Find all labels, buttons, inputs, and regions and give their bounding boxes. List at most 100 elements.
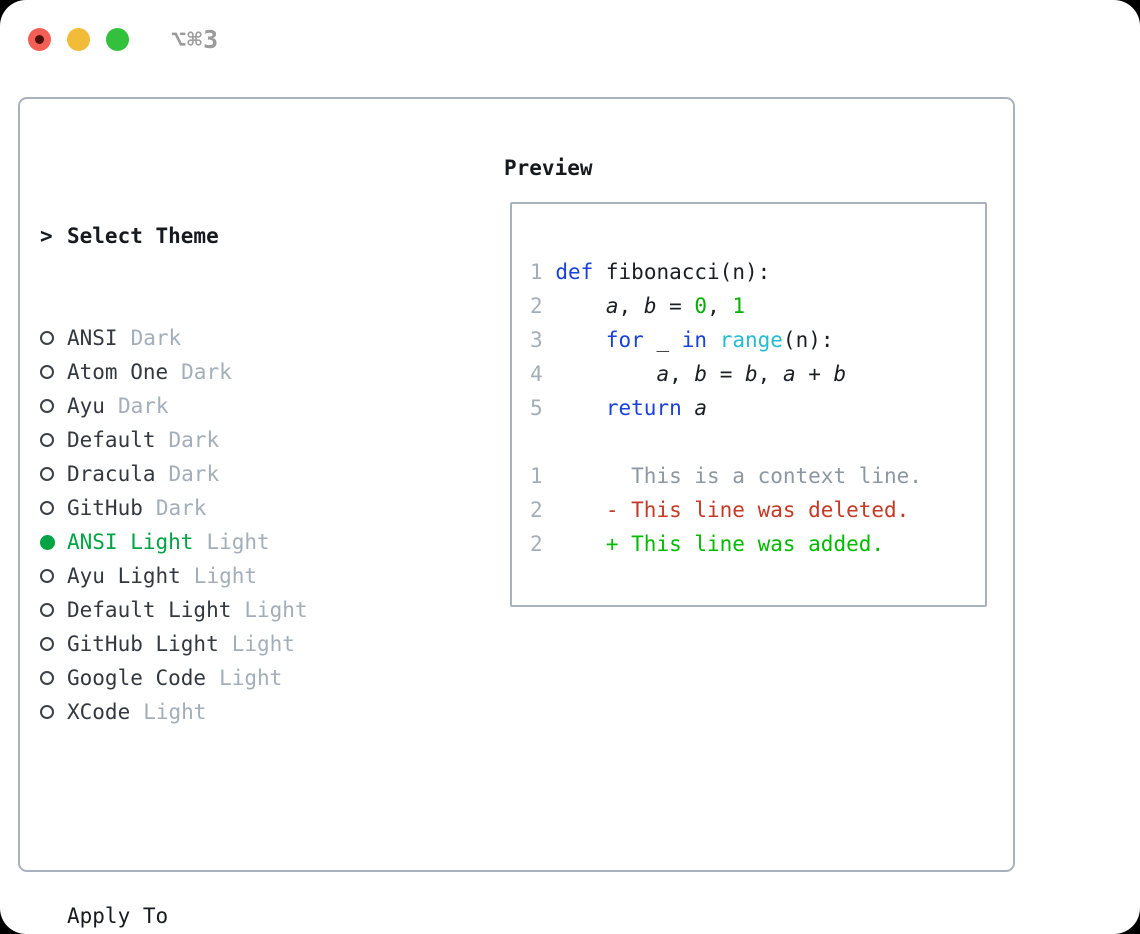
- code-token-plain: [543, 396, 606, 420]
- theme-option-label: ANSI Light: [67, 530, 194, 554]
- theme-option-github-light[interactable]: GitHub Light Light: [40, 627, 394, 661]
- theme-variant-tag: Dark: [181, 360, 232, 384]
- code-token-id: a: [656, 362, 670, 386]
- code-token-plain: [543, 362, 657, 386]
- line-number: 5: [530, 396, 543, 420]
- line-number: 2: [530, 532, 543, 556]
- apply-to-header: Apply To: [67, 904, 169, 928]
- code-line: 5 return a: [530, 391, 922, 425]
- close-button[interactable]: [28, 28, 51, 51]
- line-number: 3: [530, 328, 543, 352]
- code-token-plain: =: [707, 362, 745, 386]
- radio-unselected-icon: [40, 365, 54, 379]
- theme-option-label: Ayu Light: [67, 564, 181, 588]
- code-token-plain: [543, 260, 556, 284]
- radio-unselected-icon: [40, 603, 54, 617]
- line-number: 2: [530, 294, 543, 318]
- code-token-kw: in: [681, 328, 708, 352]
- theme-option-label: Default: [67, 428, 156, 452]
- radio-unselected-icon: [40, 399, 54, 413]
- code-token-plain: ,: [618, 294, 644, 318]
- code-token-plain: ,: [707, 294, 733, 318]
- radio-unselected-icon: [40, 705, 54, 719]
- window-title: ⌥⌘3: [171, 25, 220, 54]
- radio-unselected-icon: [40, 433, 54, 447]
- code-token-del: - This line was deleted.: [542, 498, 910, 522]
- code-token-ctx: This is a context line.: [542, 464, 922, 488]
- theme-variant-tag: Light: [231, 632, 295, 656]
- zoom-button[interactable]: [106, 28, 129, 51]
- radio-unselected-icon: [40, 501, 54, 515]
- spacer: [40, 797, 394, 831]
- select-theme-header: Select Theme: [67, 224, 219, 248]
- theme-option-label: Ayu: [67, 394, 105, 418]
- theme-option-label: Dracula: [67, 462, 156, 486]
- theme-variant-tag: Light: [206, 530, 270, 554]
- line-number: 2: [530, 498, 543, 522]
- code-line: 1 def fibonacci(n):: [530, 255, 922, 289]
- code-token-plain: (n):: [782, 328, 834, 352]
- theme-variant-tag: Dark: [117, 394, 169, 418]
- theme-option-ayu-light[interactable]: Ayu Light Light: [40, 559, 394, 593]
- theme-option-xcode[interactable]: XCode Light: [40, 695, 394, 729]
- theme-option-label: Atom One: [67, 360, 169, 384]
- code-token-id: a: [694, 396, 708, 420]
- code-token-id: b: [745, 362, 758, 386]
- record-dot-icon: [35, 35, 44, 44]
- theme-option-ayu[interactable]: Ayu Dark: [40, 389, 394, 423]
- code-token-id: a: [605, 294, 619, 318]
- code-token-plain: fibonacci(n):: [593, 260, 771, 284]
- code-token-kw: def: [555, 260, 594, 284]
- theme-variant-tag: Dark: [168, 428, 220, 452]
- radio-unselected-icon: [40, 637, 54, 651]
- code-line: 1 This is a context line.: [530, 459, 922, 493]
- code-token-num: 0: [694, 294, 708, 318]
- code-token-plain: ,: [669, 362, 695, 386]
- code-token-id: b: [833, 362, 847, 386]
- theme-option-label: GitHub: [67, 496, 143, 520]
- code-token-plain: ,: [757, 362, 783, 386]
- theme-option-label: Google Code: [67, 666, 207, 690]
- code-token-num: 1: [732, 294, 746, 318]
- theme-option-label: ANSI: [67, 326, 118, 350]
- titlebar: ⌥⌘3: [28, 25, 219, 54]
- theme-option-google-code[interactable]: Google Code Light: [40, 661, 394, 695]
- radio-unselected-icon: [40, 569, 54, 583]
- code-token-plain: =: [656, 294, 695, 318]
- code-blank-line: [530, 425, 922, 459]
- theme-option-default-light[interactable]: Default Light Light: [40, 593, 394, 627]
- preview-header: Preview: [504, 156, 593, 180]
- minimize-button[interactable]: [67, 28, 90, 51]
- theme-variant-tag: Dark: [130, 326, 182, 350]
- apply-to-header-row: Apply To: [40, 899, 394, 933]
- theme-option-ansi[interactable]: ANSI Dark: [40, 321, 394, 355]
- theme-variant-tag: Light: [143, 700, 207, 724]
- code-line: 2 a, b = 0, 1: [530, 289, 922, 323]
- code-token-plain: [543, 294, 606, 318]
- theme-option-default[interactable]: Default Dark: [40, 423, 394, 457]
- code-line: 4 a, b = b, a + b: [530, 357, 922, 391]
- select-theme-header-row: > Select Theme: [40, 219, 394, 253]
- theme-option-label: Default Light: [67, 598, 232, 622]
- code-token-plain: [682, 396, 695, 420]
- line-number: 1: [530, 464, 543, 488]
- code-line: 2 + This line was added.: [530, 527, 922, 561]
- theme-option-label: GitHub Light: [67, 632, 219, 656]
- theme-option-ansi-light[interactable]: ANSI Light Light: [40, 525, 394, 559]
- code-token-plain: [707, 328, 720, 352]
- theme-option-atom-one[interactable]: Atom One Dark: [40, 355, 394, 389]
- theme-options-list: ANSI Dark Atom One Dark Ayu Dark Default Dark Dr…: [40, 321, 394, 729]
- code-line: 2 - This line was deleted.: [530, 493, 922, 527]
- radio-unselected-icon: [40, 331, 54, 345]
- radio-unselected-icon: [40, 671, 54, 685]
- code-token-kw: return: [605, 396, 682, 420]
- cursor-chevron-icon: >: [40, 224, 53, 248]
- code-token-add: + This line was added.: [542, 532, 885, 556]
- theme-option-dracula[interactable]: Dracula Dark: [40, 457, 394, 491]
- theme-variant-tag: Dark: [168, 462, 220, 486]
- theme-option-github[interactable]: GitHub Dark: [40, 491, 394, 525]
- code-token-plain: +: [795, 362, 834, 386]
